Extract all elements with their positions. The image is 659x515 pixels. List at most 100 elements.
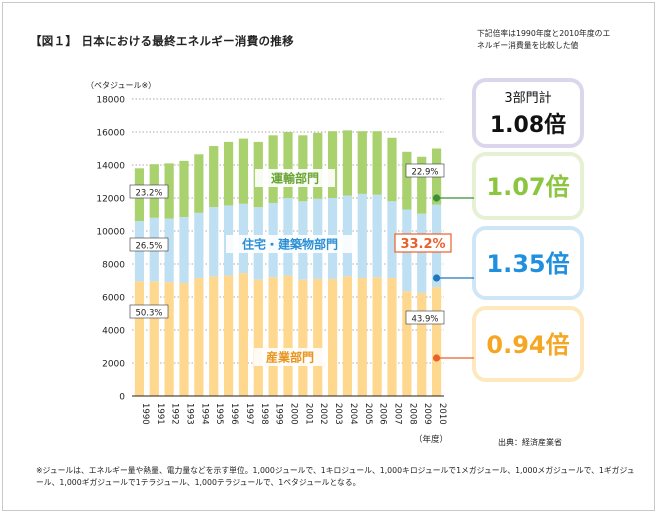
y-axis-label: （ペタジュール※） (86, 81, 157, 90)
footnote: ※ジュールは、エネルギー量や熱量、電力量などを示す単位。1,000ジュールで、1… (36, 466, 635, 487)
ratio-note: 下記倍率は1990年度と2010年度のエネルギー消費量を比較した値 (477, 29, 611, 50)
ratio-box (472, 306, 584, 382)
y-tick-label: 4000 (102, 327, 125, 337)
series-label-residential: 住宅・建築物部門 (242, 237, 338, 252)
ratio-marker (432, 354, 441, 362)
bar-segment (283, 132, 293, 198)
ratio-value: 1.35倍 (486, 250, 569, 278)
x-tick-label: 2000 (289, 403, 299, 425)
x-tick-label: 1998 (259, 403, 269, 425)
bar-segment (372, 131, 382, 195)
share-1990-residential-box (129, 237, 169, 252)
share-2010-residential-box (394, 233, 452, 253)
bar-segment (179, 282, 189, 396)
bar-segment (194, 154, 204, 213)
x-tick-label: 1997 (244, 403, 254, 425)
x-tick-label: 1999 (274, 403, 284, 425)
bar-segment (253, 279, 263, 396)
series-label-industry-bg (254, 348, 326, 366)
share-1990-transport-box (129, 184, 169, 199)
bar-segment (238, 138, 249, 204)
bar-segment (149, 281, 159, 396)
y-tick-label: 18000 (96, 96, 125, 106)
series-label-industry: 産業部門 (266, 350, 314, 365)
bar-segment (164, 282, 174, 396)
x-tick-label: 1992 (170, 403, 180, 425)
x-tick-label: 2008 (407, 403, 417, 425)
x-tick-label: 2005 (363, 403, 373, 425)
x-tick-label: 2004 (348, 403, 358, 425)
ratio-marker (432, 194, 441, 202)
bar-segment (209, 276, 219, 396)
series-label-residential-bg (226, 235, 354, 253)
bar-segment (134, 281, 145, 396)
share-2010-transport: 22.9% (411, 168, 438, 178)
bar-segment (417, 156, 427, 214)
x-tick-label: 2006 (378, 403, 388, 425)
ratio-value: 1.07倍 (486, 173, 569, 201)
y-tick-label: 8000 (102, 261, 125, 271)
bar-segment (387, 278, 397, 396)
bar-segment (313, 132, 323, 199)
ratio-label: 3部門計 (504, 90, 551, 106)
x-tick-label: 2002 (318, 403, 328, 425)
share-2010-residential: 33.2% (400, 237, 445, 252)
bar-segment (268, 277, 278, 396)
bar-segment (283, 275, 293, 396)
figure-title: 【図１】 日本における最終エネルギー消費の推移 (30, 34, 294, 48)
figure-frame (2, 2, 655, 511)
x-tick-label: 2001 (303, 403, 313, 425)
bar-segment (431, 287, 442, 396)
y-tick-label: 2000 (102, 360, 125, 370)
bar-segment (372, 277, 382, 396)
bar-segment (164, 163, 174, 219)
bar-segment (179, 216, 189, 283)
ratio-marker (432, 274, 441, 282)
y-tick-label: 10000 (96, 228, 125, 238)
bar-segment (223, 141, 234, 206)
x-tick-label: 2007 (393, 403, 403, 425)
bar-segment (313, 278, 323, 396)
bar-segment (327, 131, 338, 198)
bar-segment (357, 193, 367, 279)
bar-segment (179, 160, 189, 217)
share-2010-industry: 43.9% (411, 315, 438, 325)
series-label-transport: 運輸部門 (271, 171, 319, 186)
bar-segment (417, 292, 427, 396)
ratio-box (472, 78, 584, 148)
share-1990-transport: 23.2% (135, 189, 162, 199)
source-credit: 出典：経済産業省 (498, 438, 562, 447)
y-tick-label: 14000 (96, 162, 125, 172)
share-1990-industry: 50.3% (135, 309, 162, 319)
ratio-box (472, 152, 584, 220)
ratio-value: 0.94倍 (486, 331, 569, 359)
ratio-value: 1.08倍 (490, 112, 566, 138)
bar-segment (194, 278, 204, 396)
share-2010-industry-box (405, 310, 445, 325)
x-tick-label: 2009 (422, 403, 432, 425)
bar-segment (238, 273, 249, 396)
bar-segment (164, 218, 174, 283)
y-tick-label: 0 (119, 393, 125, 403)
x-tick-label: 1993 (185, 403, 195, 425)
x-tick-label: 2003 (333, 403, 343, 425)
y-tick-label: 16000 (96, 129, 125, 139)
bar-segment (327, 278, 338, 396)
x-tick-label: 1995 (214, 403, 224, 425)
share-1990-industry-box (129, 304, 169, 319)
x-tick-label: 1994 (199, 403, 209, 425)
bar-segment (417, 213, 427, 293)
share-1990-residential: 26.5% (135, 242, 162, 252)
bar-segment (194, 212, 204, 279)
bar-segment (223, 275, 234, 396)
bar-segment (402, 151, 412, 210)
x-tick-label: 2010 (437, 403, 447, 425)
bar-segment (298, 279, 308, 396)
x-axis-label: （年度） (414, 435, 449, 445)
bar-segment (387, 137, 397, 202)
x-tick-label: 1991 (155, 403, 165, 425)
bar-segment (298, 135, 308, 202)
bar-segment (357, 131, 367, 194)
